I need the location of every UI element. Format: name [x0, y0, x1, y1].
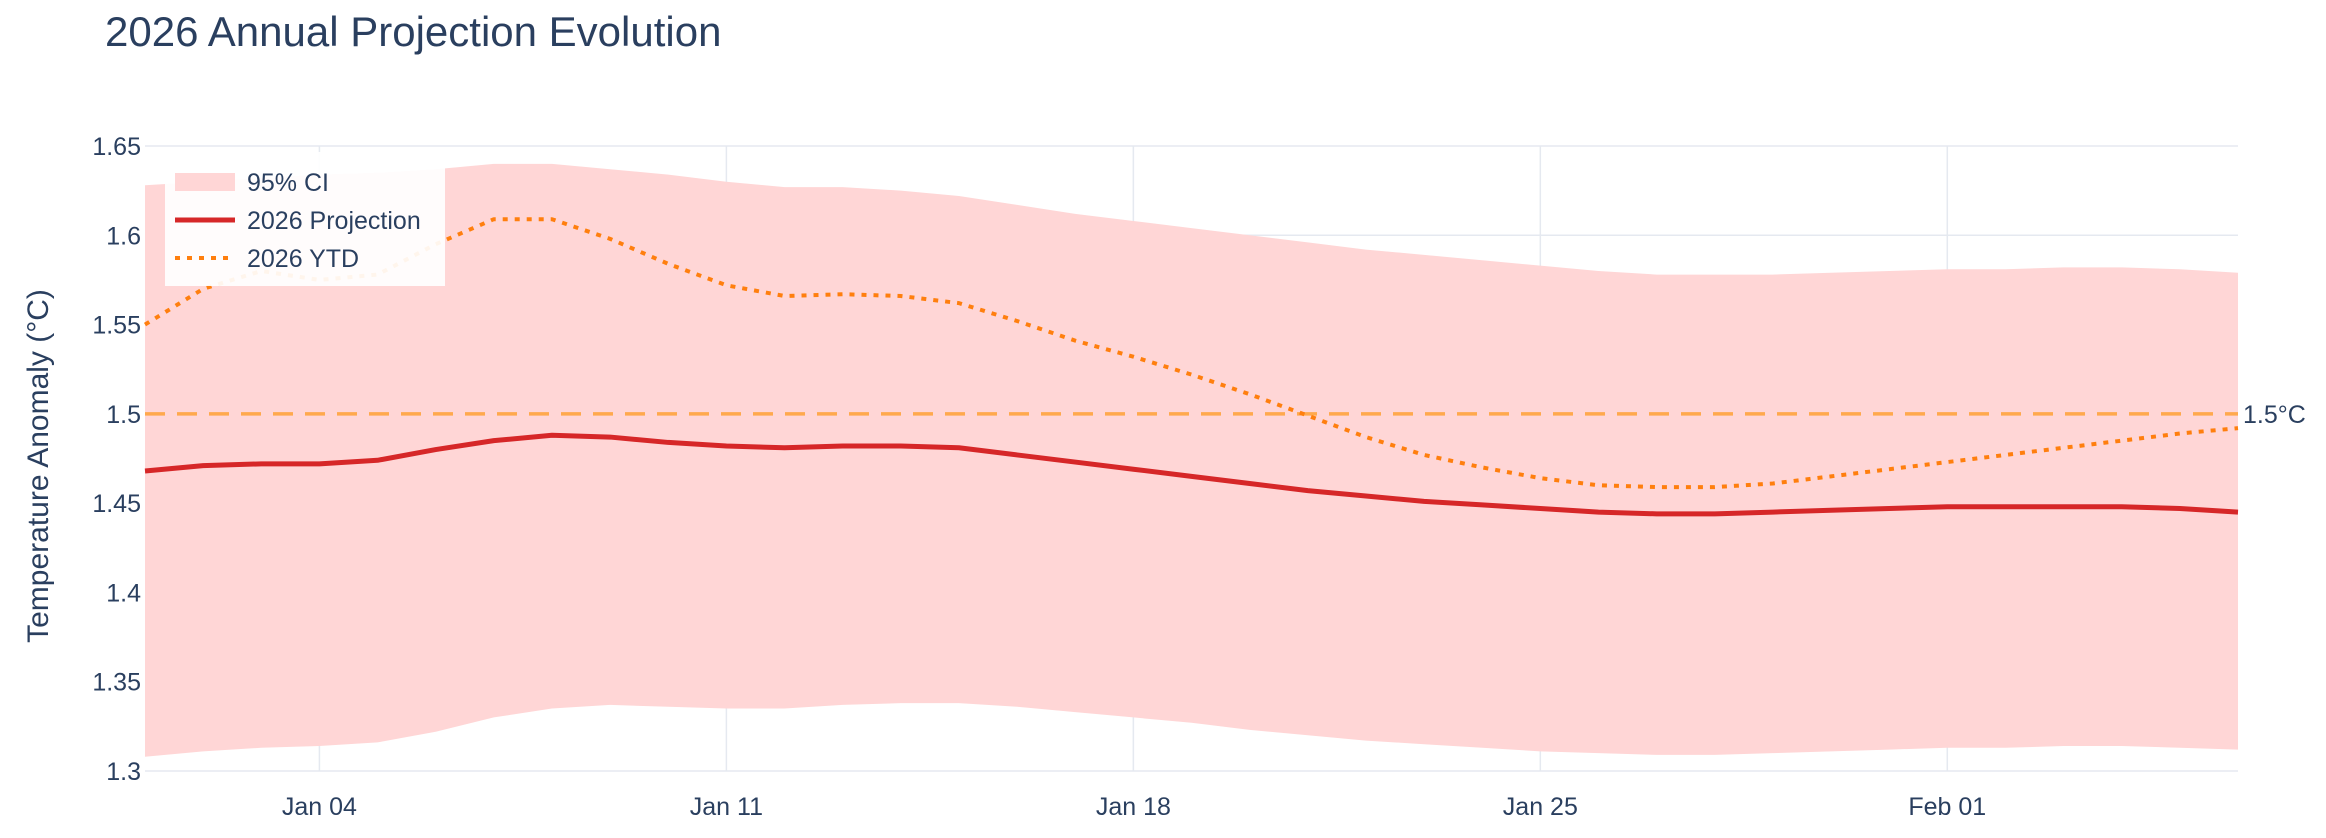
y-tick-labels: 1.3 1.35 1.4 1.45 1.5 1.55 1.6 1.65	[92, 133, 141, 786]
reference-line-layer: 1.5°C	[145, 401, 2306, 429]
legend[interactable]: 95% CI 2026 Projection 2026 YTD	[165, 152, 445, 286]
series-layer	[143, 217, 2239, 517]
y-tick-label: 1.5	[106, 401, 141, 429]
y-tick-label: 1.65	[92, 133, 141, 161]
x-tick-label: Jan 04	[282, 793, 357, 821]
y-axis-title: Temperature Anomaly (°C)	[22, 289, 55, 643]
series-line	[143, 217, 2239, 490]
x-tick-label: Jan 11	[690, 793, 763, 821]
legend-item[interactable]: 95% CI	[175, 169, 329, 197]
legend-label: 2026 Projection	[247, 207, 421, 235]
reference-line-label: 1.5°C	[2243, 401, 2306, 429]
series-line	[144, 432, 2239, 517]
ci-band	[145, 163, 2238, 757]
x-tick-label: Jan 18	[1096, 793, 1171, 821]
y-tick-label: 1.3	[106, 758, 141, 786]
legend-item[interactable]: 2026 YTD	[175, 245, 359, 273]
y-tick-label: 1.6	[106, 222, 141, 250]
x-tick-labels: Jan 04 Jan 11 Jan 18 Jan 25 Feb 01	[282, 793, 1986, 821]
legend-label: 95% CI	[247, 169, 329, 197]
y-tick-label: 1.45	[92, 490, 141, 518]
legend-swatch	[175, 173, 235, 191]
x-tick-label: Jan 25	[1503, 793, 1578, 821]
legend-label: 2026 YTD	[247, 245, 359, 273]
chart-title: 2026 Annual Projection Evolution	[105, 8, 721, 55]
y-tick-label: 1.35	[92, 669, 141, 697]
ci-band-layer	[145, 163, 2238, 757]
legend-item[interactable]: 2026 Projection	[175, 207, 421, 235]
x-tick-label: Feb 01	[1908, 793, 1986, 821]
y-tick-label: 1.55	[92, 312, 141, 340]
y-tick-label: 1.4	[106, 579, 141, 607]
